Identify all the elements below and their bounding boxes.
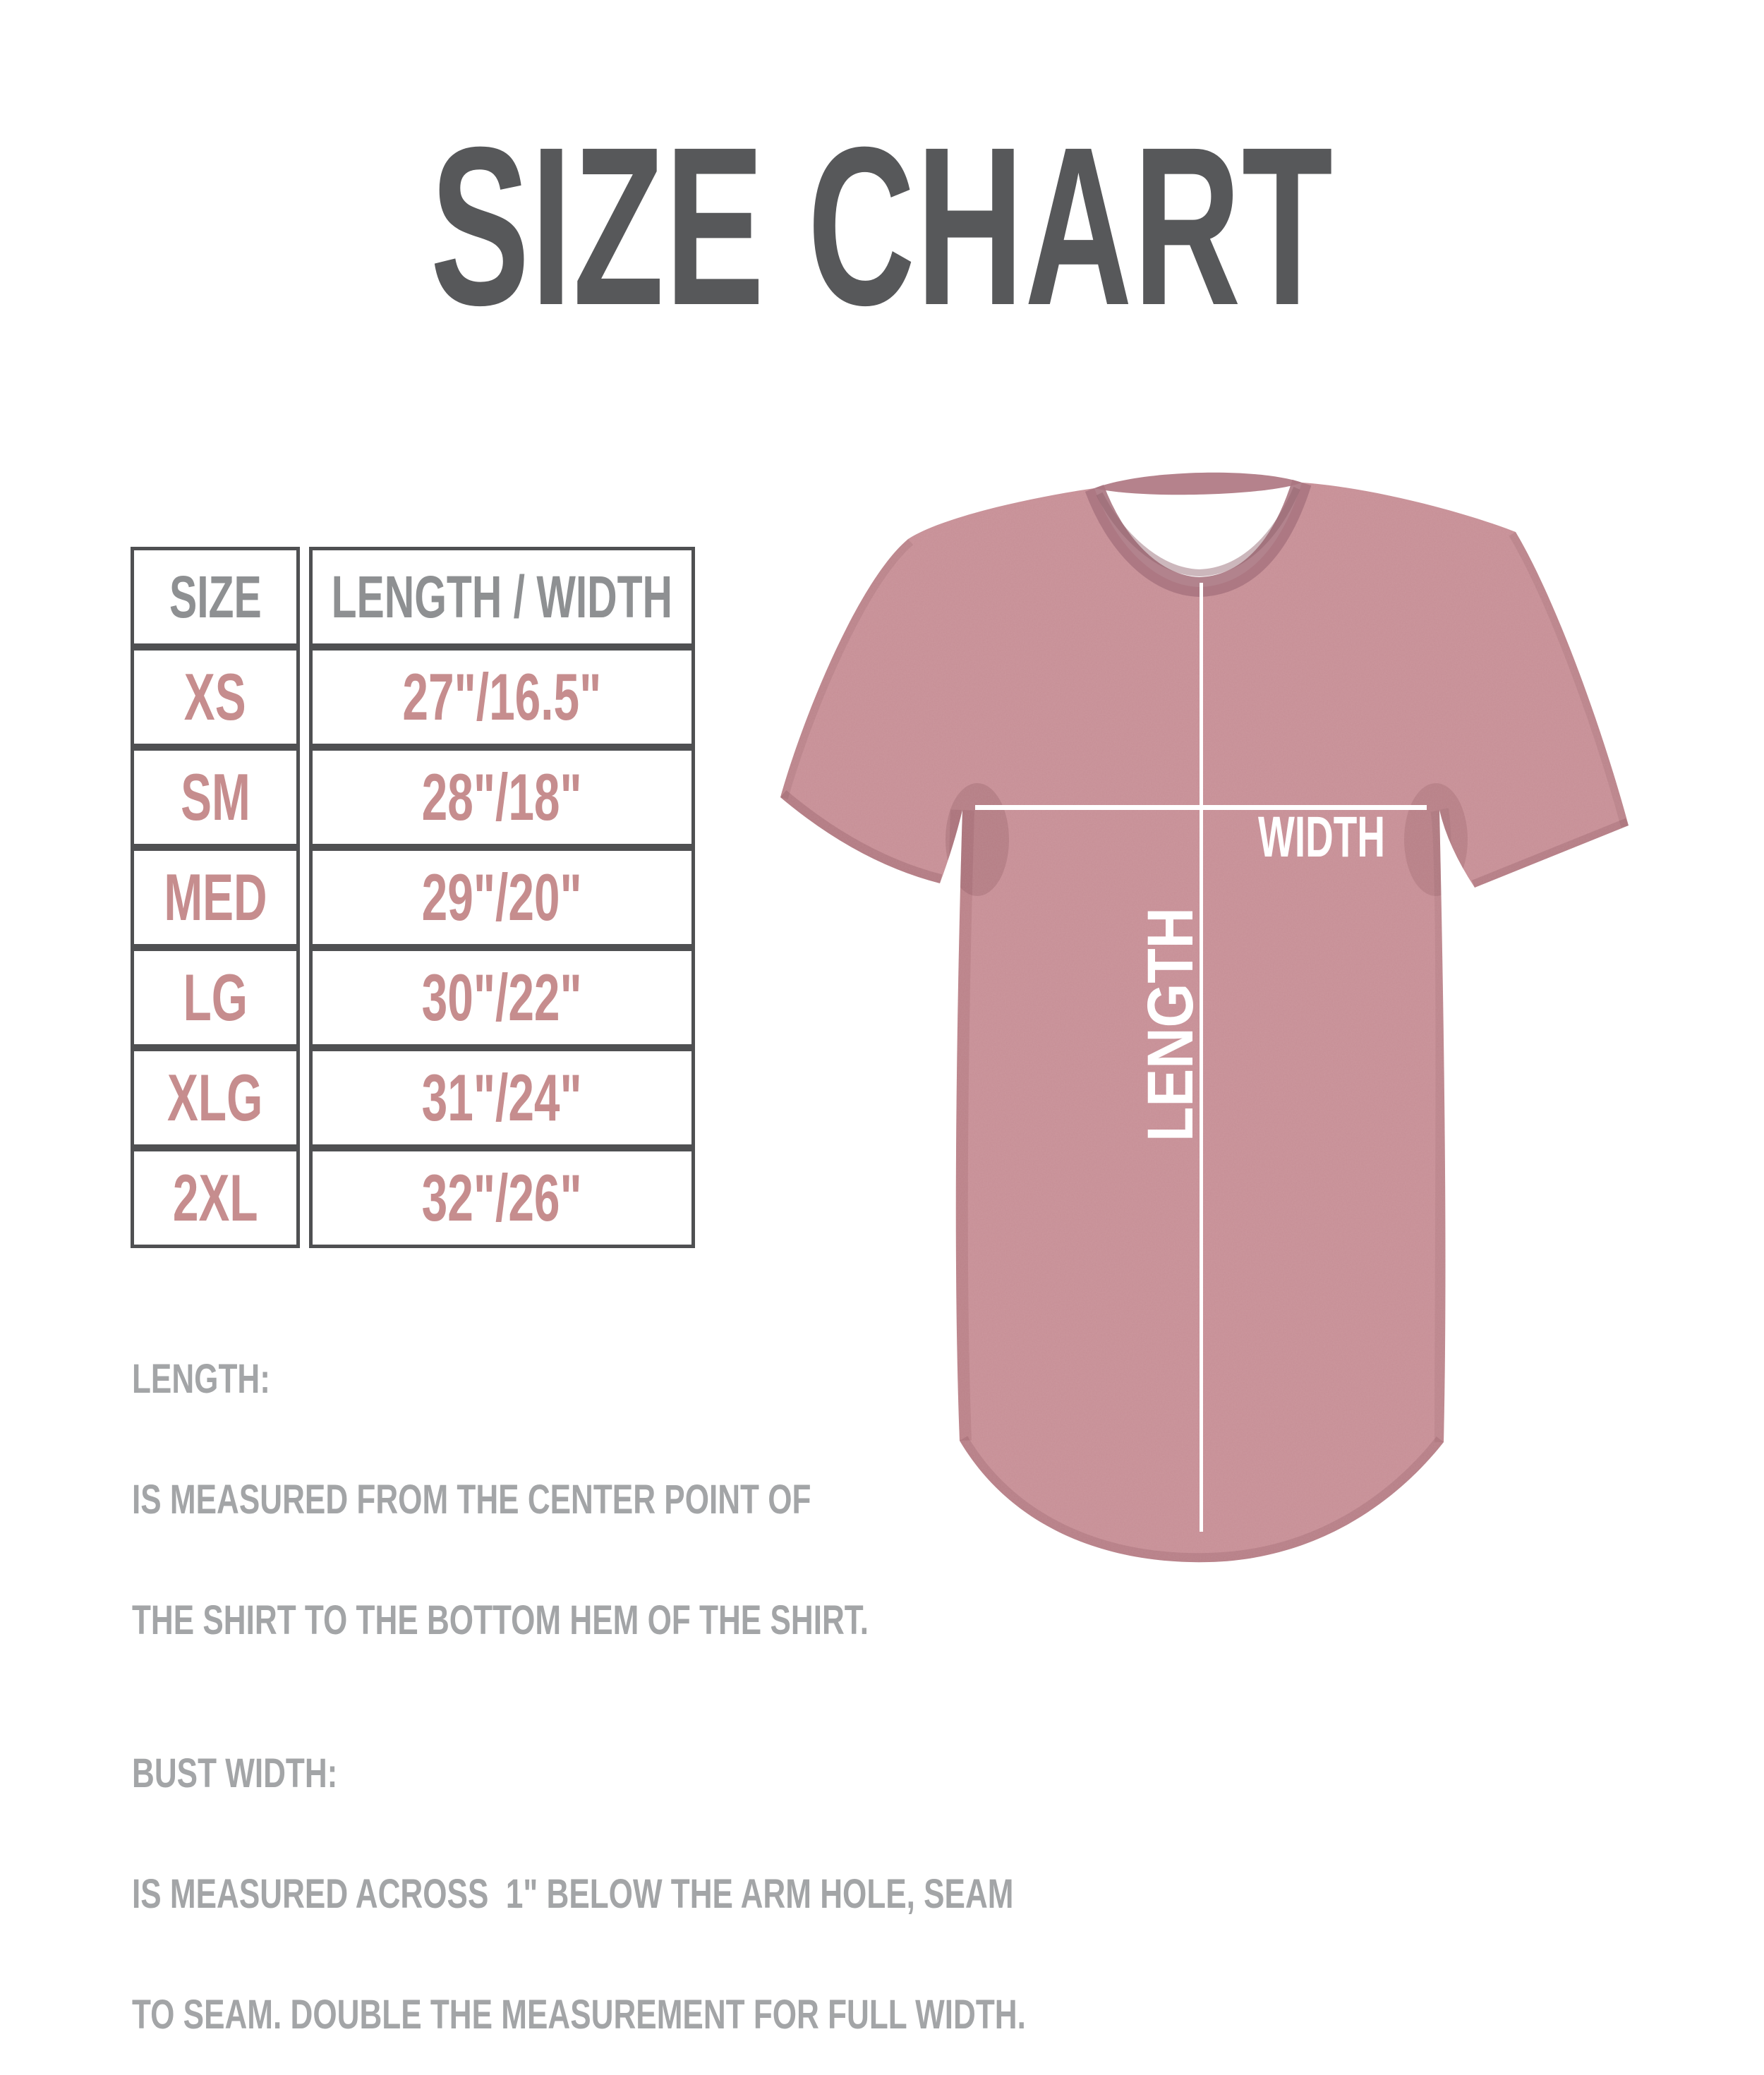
header-cell-size: SIZE <box>131 547 300 647</box>
header-cell-length-width: LENGTH / WIDTH <box>309 547 695 647</box>
cell-size-sm: SM <box>131 747 300 847</box>
table-row-xlg: XLG 31"/24" <box>131 1048 695 1148</box>
bust-note-line2: TO SEAM. DOUBLE THE MEASUREMENT FOR FULL… <box>132 1992 1026 2038</box>
width-label: WIDTH <box>1258 805 1385 869</box>
value-label: 28"/18" <box>421 760 583 834</box>
bust-note-heading: BUST WIDTH: <box>132 1750 338 1796</box>
cell-size-2xl: 2XL <box>131 1148 300 1248</box>
table-row-sm: SM 28"/18" <box>131 747 695 847</box>
tshirt-diagram: WIDTH LENGTH <box>780 472 1629 1563</box>
cell-value-lg: 30"/22" <box>309 948 695 1048</box>
cell-value-med: 29"/20" <box>309 847 695 948</box>
size-label: XLG <box>167 1060 263 1135</box>
cell-size-lg: LG <box>131 948 300 1048</box>
tshirt-shading <box>780 483 1629 1563</box>
value-label: 32"/26" <box>421 1161 583 1235</box>
size-label: MED <box>163 860 267 934</box>
cell-value-xs: 27"/16.5" <box>309 647 695 747</box>
page-title-text: SIZE CHART <box>430 99 1334 352</box>
length-note-line1: IS MEASURED FROM THE CENTER POINT OF <box>132 1477 811 1523</box>
size-table-header-row: SIZE LENGTH / WIDTH <box>131 547 695 647</box>
size-label: SM <box>180 760 250 834</box>
tshirt-back-collar <box>1094 472 1302 495</box>
table-row-lg: LG 30"/22" <box>131 948 695 1048</box>
length-measure-line <box>1200 583 1203 1532</box>
size-label: LG <box>183 960 248 1034</box>
cell-value-2xl: 32"/26" <box>309 1148 695 1248</box>
length-label: LENGTH <box>1135 907 1207 1142</box>
table-row-xs: XS 27"/16.5" <box>131 647 695 747</box>
cell-value-sm: 28"/18" <box>309 747 695 847</box>
length-note-line2: THE SHIRT TO THE BOTTOM HEM OF THE SHIRT… <box>132 1597 869 1643</box>
value-label: 27"/16.5" <box>402 660 602 734</box>
page-title: SIZE CHART <box>0 113 1764 339</box>
cell-size-xlg: XLG <box>131 1048 300 1148</box>
value-label: 30"/22" <box>421 960 583 1034</box>
width-measure-line <box>975 805 1427 810</box>
value-label: 29"/20" <box>421 860 583 934</box>
cell-size-xs: XS <box>131 647 300 747</box>
tshirt-illustration <box>780 472 1629 1563</box>
length-note-heading: LENGTH: <box>132 1356 270 1402</box>
cell-value-xlg: 31"/24" <box>309 1048 695 1148</box>
size-label: 2XL <box>172 1161 258 1235</box>
table-row-2xl: 2XL 32"/26" <box>131 1148 695 1248</box>
bust-note-line1: IS MEASURED ACROSS 1" BELOW THE ARM HOLE… <box>132 1871 1014 1917</box>
value-label: 31"/24" <box>421 1060 583 1135</box>
size-table: SIZE LENGTH / WIDTH XS 27"/16.5" SM 28"/… <box>131 547 695 1248</box>
table-row-med: MED 29"/20" <box>131 847 695 948</box>
cell-size-med: MED <box>131 847 300 948</box>
header-length-width-label: LENGTH / WIDTH <box>331 563 673 630</box>
header-size-label: SIZE <box>169 563 262 630</box>
size-label: XS <box>184 660 246 734</box>
tshirt-collar-shadow <box>1096 487 1300 577</box>
